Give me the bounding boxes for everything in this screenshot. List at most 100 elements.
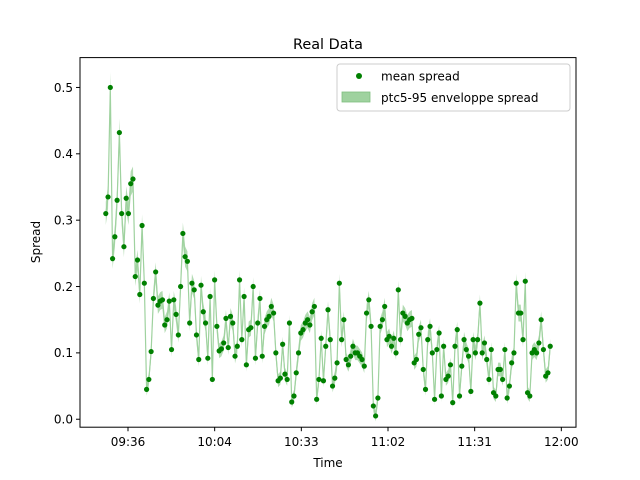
data-point (214, 323, 220, 329)
data-point (184, 258, 191, 264)
data-point (196, 356, 202, 363)
data-point (488, 346, 494, 353)
data-point (325, 307, 331, 313)
data-point (429, 350, 435, 356)
data-point (175, 332, 181, 338)
data-point (252, 355, 259, 361)
data-point (178, 283, 184, 290)
data-point (146, 376, 152, 383)
data-point (282, 371, 288, 377)
data-point (450, 400, 456, 406)
data-point (341, 317, 347, 323)
data-point (148, 348, 154, 355)
data-point (370, 403, 376, 409)
data-point (153, 269, 159, 275)
x-tick-label: 11:31 (457, 435, 492, 449)
data-point (323, 343, 329, 349)
data-point (109, 256, 116, 262)
data-point (477, 300, 483, 306)
data-point (143, 386, 150, 392)
data-point (128, 181, 134, 187)
data-point (198, 282, 204, 288)
data-point (227, 313, 234, 319)
data-point (230, 320, 236, 326)
data-point (166, 298, 172, 304)
data-point (205, 355, 211, 361)
data-point (500, 376, 506, 383)
data-point (420, 366, 426, 373)
data-point (438, 393, 444, 399)
data-point (193, 332, 200, 338)
data-point (314, 396, 320, 402)
data-point (447, 362, 454, 368)
data-point (284, 376, 290, 383)
data-point (373, 413, 379, 419)
data-point (339, 337, 345, 343)
data-point (189, 280, 195, 286)
data-point (375, 395, 381, 401)
data-point (348, 353, 354, 359)
data-point (300, 327, 306, 333)
data-point (502, 346, 508, 353)
y-tick-label: 0.5 (54, 81, 73, 95)
data-point (307, 322, 313, 328)
data-point (182, 254, 188, 260)
x-tick-label: 12:00 (544, 435, 579, 449)
data-point (509, 360, 515, 366)
data-point (277, 375, 283, 381)
data-point (187, 320, 193, 326)
data-point (522, 278, 528, 284)
data-point (311, 303, 317, 310)
x-tick-label: 09:36 (111, 435, 146, 449)
data-point (468, 388, 474, 394)
data-point (382, 303, 388, 310)
data-point (159, 297, 166, 303)
data-point (366, 297, 372, 303)
data-point (391, 335, 397, 341)
data-point (114, 197, 120, 203)
data-point (361, 363, 367, 369)
data-point (116, 129, 122, 136)
data-point (250, 283, 256, 290)
data-point (137, 291, 143, 298)
data-point (472, 350, 478, 356)
data-point (363, 310, 370, 316)
y-axis: 0.0 0.1 0.2 0.3 0.4 0.5 (54, 81, 80, 427)
data-point (475, 337, 481, 343)
x-axis: 09:36 10:04 10:33 11:02 11:31 12:00 (111, 427, 579, 449)
data-point (345, 362, 352, 368)
data-point (486, 376, 492, 383)
data-point (295, 350, 302, 356)
data-point (125, 210, 132, 217)
y-tick-label: 0.0 (54, 413, 73, 427)
data-point (459, 363, 465, 369)
data-point (289, 399, 295, 405)
data-point (318, 335, 324, 341)
data-point (171, 297, 177, 303)
data-point (270, 310, 277, 316)
data-point (481, 340, 488, 346)
data-point (445, 373, 451, 379)
x-tick-label: 10:33 (284, 435, 319, 449)
data-point (105, 194, 111, 200)
data-point (461, 337, 467, 343)
data-point (134, 257, 141, 263)
data-point (479, 350, 485, 356)
data-point (511, 350, 517, 356)
data-point (513, 280, 519, 286)
data-point (493, 393, 499, 399)
data-point (180, 230, 186, 237)
data-point (236, 277, 243, 283)
data-point (377, 323, 383, 329)
data-point (434, 346, 440, 353)
data-point (243, 362, 249, 368)
legend: mean spread ptc5-95 enveloppe spread (336, 63, 571, 112)
data-point (248, 325, 254, 331)
y-tick-label: 0.1 (54, 346, 73, 360)
data-point (200, 309, 206, 315)
data-point (416, 331, 422, 337)
x-tick-label: 10:04 (197, 435, 232, 449)
data-point (221, 340, 227, 346)
data-point (409, 315, 415, 321)
data-point (168, 346, 175, 353)
